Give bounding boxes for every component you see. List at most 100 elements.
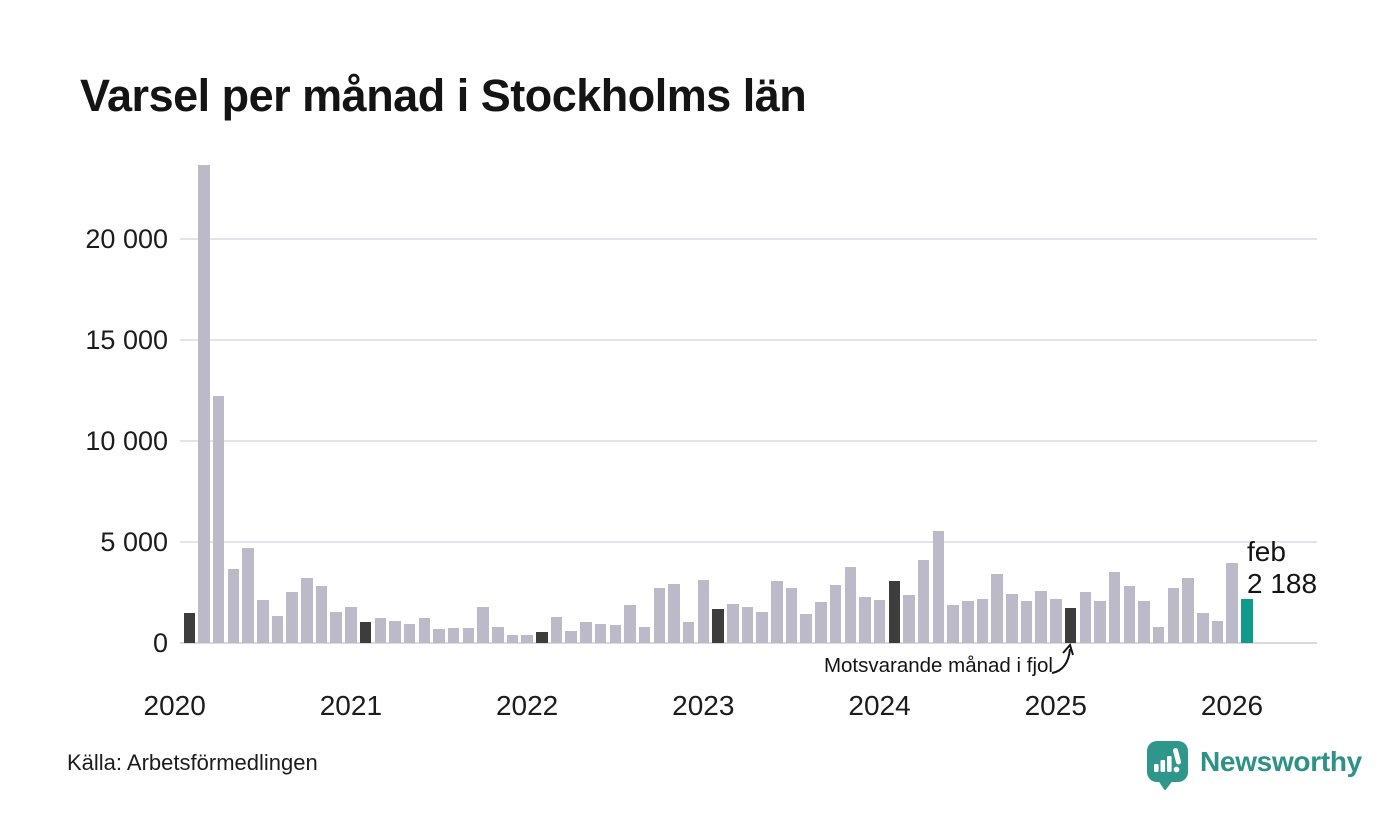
bar	[727, 604, 739, 643]
bar-slot	[358, 160, 373, 643]
bar	[682, 622, 695, 643]
bar	[771, 581, 783, 643]
newsworthy-logo-text: Newsworthy	[1200, 746, 1362, 777]
bar-slot	[1210, 160, 1225, 643]
bar-slot	[564, 160, 579, 643]
bar	[1138, 601, 1150, 643]
bar	[433, 629, 445, 643]
bar	[609, 625, 621, 643]
bar	[492, 627, 504, 643]
bar	[697, 580, 710, 643]
x-axis-year-label: 2025	[1024, 690, 1087, 721]
bar-slot	[652, 160, 667, 643]
bar-slot	[270, 160, 285, 643]
bar-slot	[1019, 160, 1034, 643]
bar	[903, 595, 915, 643]
bar-slot	[872, 160, 887, 643]
y-axis-tick-label: 15 000	[85, 325, 168, 355]
bar-slot	[960, 160, 975, 643]
bar-slot	[667, 160, 682, 643]
bar-slot	[681, 160, 696, 643]
bar-slot	[1063, 160, 1078, 643]
bar-slot	[388, 160, 403, 643]
bar-slot	[828, 160, 843, 643]
x-axis-year-label: 2020	[143, 690, 206, 721]
bar	[800, 614, 812, 643]
bar	[594, 624, 607, 643]
bar	[1182, 578, 1194, 643]
bar	[345, 607, 357, 643]
newsworthy-bubble-chart-icon	[1147, 741, 1188, 790]
bar-same-month-previous-year	[1064, 608, 1077, 643]
bar	[962, 601, 974, 643]
bar	[1035, 591, 1047, 643]
bar	[1006, 594, 1018, 643]
bar	[668, 584, 680, 643]
annotation-arrow-icon	[1051, 642, 1074, 674]
bar	[873, 600, 886, 643]
x-axis-year-label: 2021	[319, 690, 383, 721]
bar-slot	[402, 160, 417, 643]
bar-slot	[990, 160, 1005, 643]
bar-slot	[1078, 160, 1093, 643]
bar	[242, 548, 254, 643]
bar	[653, 588, 666, 643]
bar	[1197, 613, 1209, 643]
bar	[1020, 601, 1033, 643]
bar-slot	[608, 160, 623, 643]
x-axis-year-label: 2023	[672, 690, 735, 721]
bar-slot	[916, 160, 931, 643]
bar-slot	[314, 160, 329, 643]
bar-slot	[887, 160, 902, 643]
y-axis-tick-label: 5 000	[100, 527, 168, 557]
bar-slot	[784, 160, 799, 643]
bar	[580, 622, 592, 643]
bar	[741, 607, 754, 643]
bar-same-month-previous-year	[536, 632, 548, 643]
bar	[1108, 572, 1121, 643]
bar-same-month-previous-year	[183, 613, 196, 643]
bar	[1079, 592, 1091, 643]
bar	[550, 617, 563, 643]
bar-current-month	[1241, 599, 1253, 643]
bar-slot	[931, 160, 946, 643]
bar-slot	[417, 160, 432, 643]
bar	[859, 597, 871, 643]
bar-slot	[255, 160, 270, 643]
bar	[301, 578, 313, 643]
bar	[374, 618, 386, 643]
bar-slot	[461, 160, 476, 643]
bar-slot	[432, 160, 447, 643]
bar-slot	[1093, 160, 1108, 643]
bar-same-month-previous-year	[712, 609, 724, 643]
bar	[1211, 621, 1224, 643]
bar-slot	[814, 160, 829, 643]
bar	[947, 605, 959, 643]
bar-same-month-previous-year	[359, 622, 372, 643]
bar	[932, 531, 945, 643]
bar-slot	[182, 160, 197, 643]
bar	[521, 635, 533, 643]
bar-slot	[858, 160, 873, 643]
annotation-label: Motsvarande månad i fjol	[823, 654, 1053, 677]
bar-slot	[329, 160, 344, 643]
bar	[198, 165, 210, 643]
bar	[844, 567, 856, 643]
bar-slot	[1181, 160, 1196, 643]
bar-same-month-previous-year	[888, 581, 901, 643]
bar	[447, 628, 460, 643]
bar	[976, 599, 989, 643]
bar	[917, 560, 930, 643]
bar	[1226, 563, 1238, 643]
bar	[815, 602, 827, 643]
bar-slot	[476, 160, 491, 643]
bar	[829, 585, 842, 643]
bar-slot	[373, 160, 388, 643]
bar-slot	[446, 160, 461, 643]
bar-slot	[505, 160, 520, 643]
bar	[991, 574, 1003, 643]
current-month-value: 2 188	[1247, 568, 1318, 599]
bar-series	[182, 160, 1254, 643]
bar-slot	[637, 160, 652, 643]
bar-slot	[490, 160, 505, 643]
